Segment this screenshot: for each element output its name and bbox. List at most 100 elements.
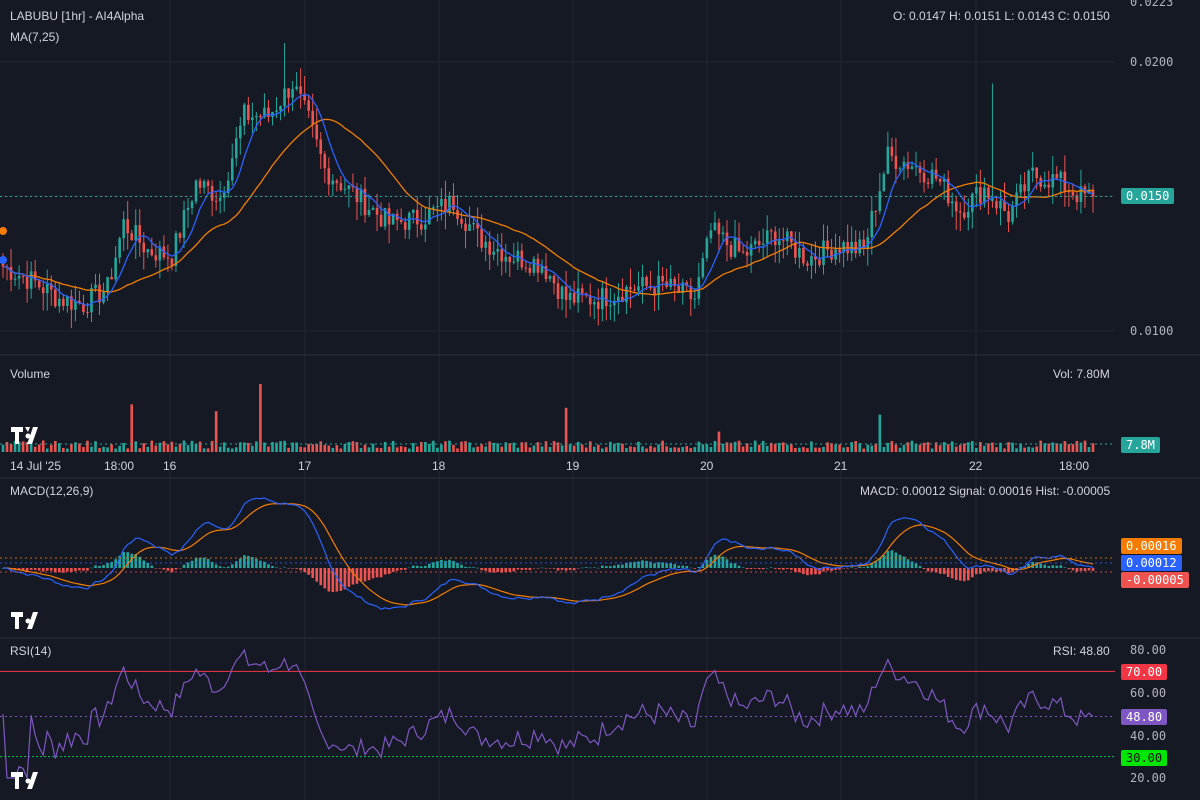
candle-body	[122, 219, 125, 239]
candle-body	[150, 249, 154, 256]
volume-bar	[995, 447, 998, 452]
candle-body	[862, 239, 866, 248]
macd-histogram-bar	[251, 557, 254, 568]
macd-histogram-bar	[914, 563, 918, 568]
volume-bar	[182, 440, 186, 452]
macd-histogram-bar	[190, 560, 194, 568]
volume-bar	[633, 447, 636, 452]
rsi-label[interactable]: RSI(14)	[10, 644, 52, 658]
macd-histogram-bar	[359, 568, 363, 581]
volume-bar	[480, 444, 483, 452]
candle-body	[950, 201, 954, 204]
volume-bar	[705, 444, 709, 452]
volume-bar	[532, 445, 536, 452]
candle-body	[29, 271, 33, 289]
macd-histogram-bar	[375, 568, 379, 578]
volume-bar	[311, 444, 315, 452]
candle-body	[488, 241, 491, 255]
volume-bar	[874, 443, 878, 452]
macd-histogram-bar	[773, 568, 777, 569]
macd-histogram-bar	[53, 568, 57, 573]
volume-bar	[106, 447, 109, 452]
volume-bar	[625, 448, 628, 452]
candle-body	[749, 244, 753, 256]
volume-bar	[882, 447, 886, 452]
macd-histogram-bar	[544, 568, 548, 569]
candle-body	[500, 248, 504, 262]
candle-body	[106, 276, 109, 293]
candle-body	[403, 222, 407, 230]
candle-body	[580, 288, 584, 294]
macd-histogram-bar	[371, 568, 375, 579]
candle-body	[315, 124, 319, 140]
macd-histogram-bar	[126, 552, 129, 568]
volume-bar	[395, 447, 399, 452]
volume-bar	[214, 411, 218, 452]
volume-bar	[512, 442, 516, 452]
candle-body	[142, 242, 146, 253]
volume-bar	[420, 442, 423, 452]
volume-bar	[464, 441, 467, 452]
candle-body	[838, 249, 841, 253]
volume-bar	[600, 448, 604, 452]
candle-body	[926, 182, 930, 184]
ma-indicator-label[interactable]: MA(7,25)	[10, 30, 60, 44]
candle-body	[757, 240, 761, 245]
candle-body	[1071, 191, 1075, 196]
candle-body	[182, 210, 186, 238]
macd-histogram-bar	[677, 565, 681, 568]
volume-bar	[564, 407, 568, 452]
volume-bar	[605, 447, 608, 452]
candle-body	[637, 286, 640, 291]
macd-histogram-bar	[456, 562, 459, 568]
volume-bar	[572, 445, 576, 452]
candle-body	[90, 288, 93, 313]
candle-body	[890, 146, 894, 156]
volume-bar	[29, 442, 33, 452]
macd-histogram-bar	[528, 568, 532, 571]
macd-histogram-bar	[693, 568, 697, 569]
volume-bar	[810, 441, 813, 452]
candle-body	[17, 275, 21, 279]
macd-histogram-bar	[230, 564, 234, 568]
volume-bar	[794, 447, 797, 452]
volume-bar	[818, 447, 821, 452]
volume-bar	[448, 440, 451, 452]
volume-bar	[456, 448, 459, 452]
macd-histogram-bar	[218, 566, 222, 568]
macd-histogram-bar	[1067, 568, 1071, 569]
volume-bar	[45, 448, 49, 452]
volume-bar	[685, 446, 689, 452]
candle-body	[697, 276, 701, 299]
volume-bar	[492, 442, 496, 452]
macd-histogram-bar	[641, 560, 644, 568]
macd-histogram-bar	[444, 560, 447, 568]
macd-histogram-bar	[600, 565, 604, 568]
macd-label[interactable]: MACD(12,26,9)	[10, 484, 94, 498]
volume-bar	[729, 442, 733, 452]
macd-histogram-bar	[226, 566, 230, 568]
candle-body	[271, 111, 274, 117]
macd-histogram-bar	[806, 568, 809, 576]
candle-body	[725, 232, 729, 246]
volume-label[interactable]: Volume	[10, 367, 51, 381]
macd-histogram-bar	[174, 568, 178, 570]
macd-histogram-bar	[307, 568, 310, 575]
candle-body	[174, 233, 178, 266]
macd-histogram-bar	[448, 559, 451, 568]
macd-histogram-bar	[520, 568, 524, 570]
volume-bar	[926, 442, 930, 452]
macd-histogram-bar	[1047, 565, 1051, 568]
volume-bar	[1023, 447, 1026, 452]
candle-body	[335, 180, 339, 184]
macd-histogram-bar	[645, 560, 648, 568]
volume-bar	[681, 447, 685, 452]
candle-body	[170, 258, 174, 266]
volume-bar	[1003, 448, 1006, 452]
volume-bar	[842, 447, 845, 452]
candle-body	[492, 251, 496, 255]
rsi-line	[2, 648, 1094, 779]
macd-histogram-bar	[689, 567, 693, 569]
volume-bar	[846, 447, 849, 452]
